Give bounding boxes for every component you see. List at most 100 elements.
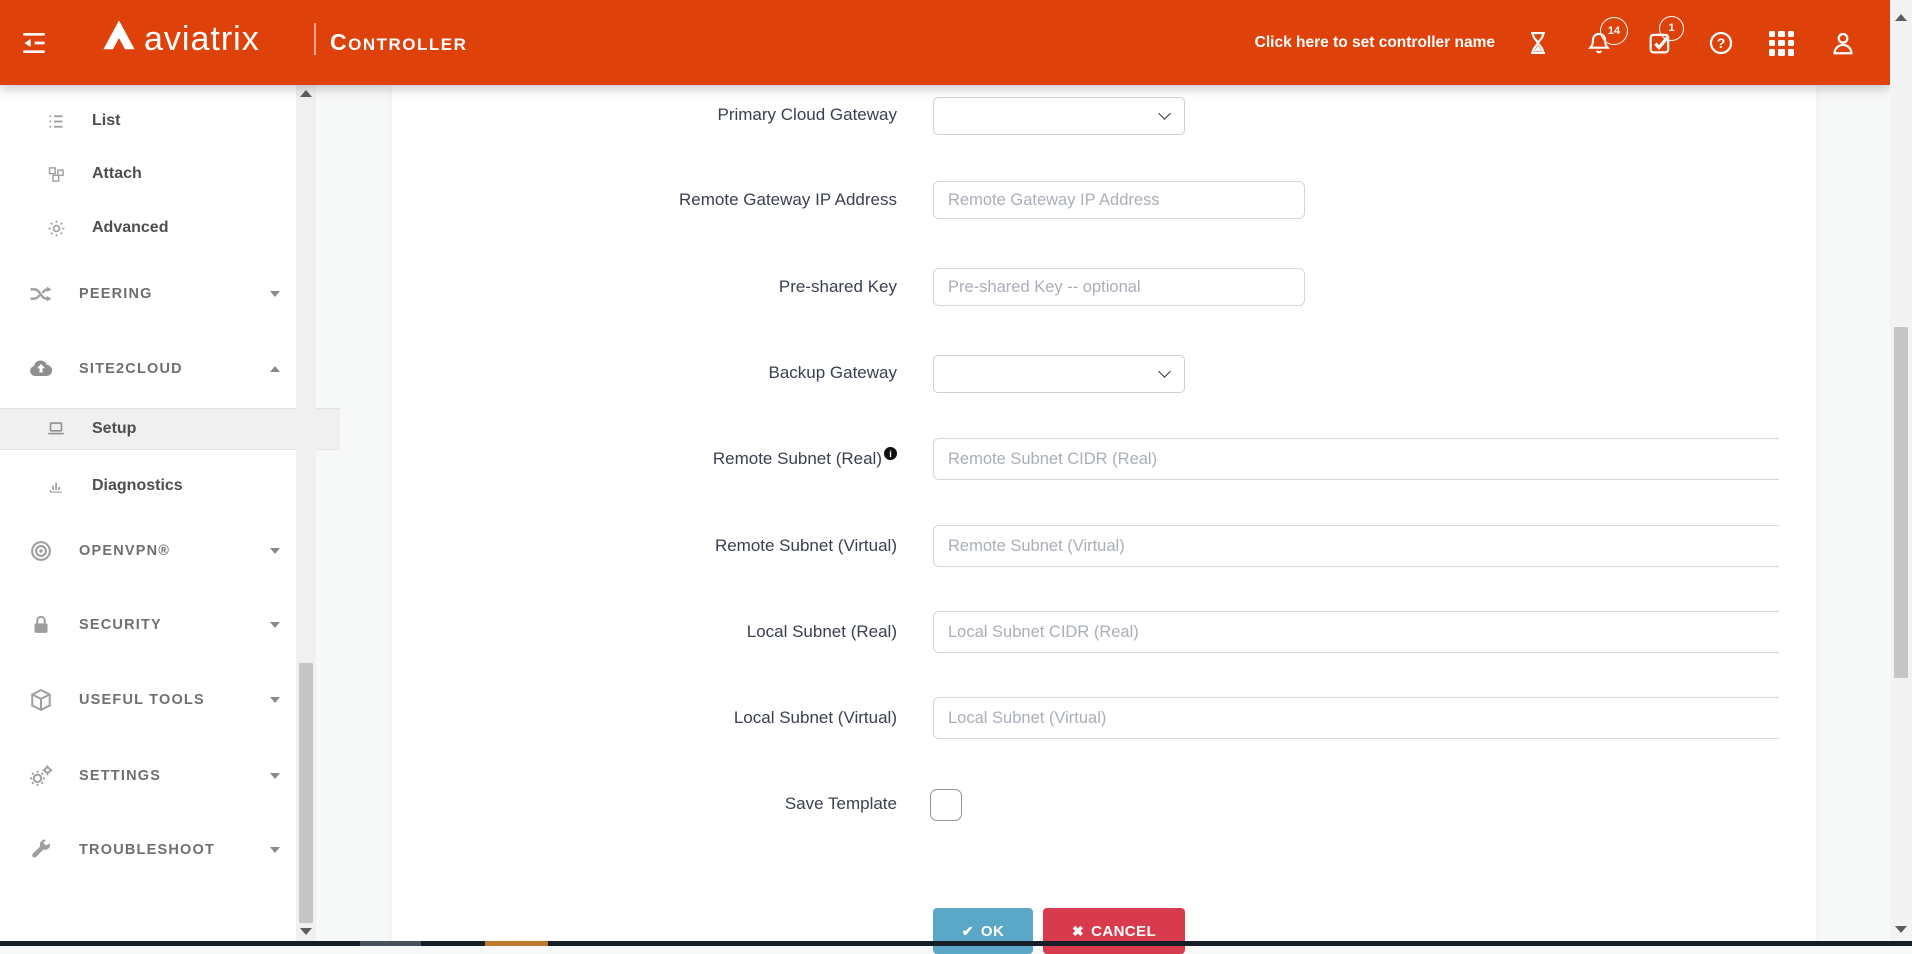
chevron-down-icon (270, 773, 280, 779)
field-label-primary-cloud-gateway: Primary Cloud Gateway (717, 105, 897, 124)
primary-cloud-gateway-select[interactable] (933, 97, 1185, 135)
sidebar-item-list[interactable]: List (0, 101, 340, 141)
svg-text:?: ? (1717, 35, 1726, 51)
site2cloud-setup-form: Primary Cloud Gateway Remote Gateway IP … (392, 85, 1816, 954)
set-controller-name-link[interactable]: Click here to set controller name (1254, 33, 1495, 51)
sidebar-item-peering[interactable]: PEERING (0, 274, 322, 314)
brand-divider (314, 23, 316, 55)
page-scrollbar-thumb[interactable] (1894, 327, 1908, 678)
remote-subnet-virtual-input[interactable] (933, 525, 1779, 567)
sidebar-item-setup[interactable]: Setup (0, 408, 340, 450)
sidebar-item-label: SITE2CLOUD (79, 361, 183, 377)
field-label-remote-subnet-virtual: Remote Subnet (Virtual) (714, 536, 897, 555)
collapse-sidebar-button[interactable] (18, 27, 50, 59)
header-icon-bar: 14 1 ? (1524, 0, 1857, 85)
local-subnet-real-input[interactable] (933, 611, 1779, 653)
pre-shared-key-input[interactable] (933, 268, 1305, 306)
chevron-down-icon (270, 697, 280, 703)
cubes-icon (44, 164, 68, 185)
field-label-text: Remote Subnet (Real) (712, 449, 882, 468)
info-icon[interactable]: i (884, 447, 897, 460)
sidebar-scrollbar-track[interactable] (296, 85, 316, 941)
sidebar-item-attach[interactable]: Attach (0, 154, 340, 194)
sidebar-item-advanced[interactable]: Advanced (0, 208, 340, 248)
sidebar-item-useful-tools[interactable]: USEFUL TOOLS (0, 680, 322, 720)
sidebar-item-openvpn[interactable]: OPENVPN® (0, 531, 322, 571)
taskbar-segment-orange (485, 941, 548, 946)
chevron-up-icon (270, 366, 280, 372)
target-icon (26, 537, 56, 565)
sidebar-item-label: Advanced (92, 219, 169, 236)
taskbar-segment-gray (360, 941, 421, 946)
sidebar-item-label: Setup (92, 420, 137, 437)
sidebar-item-label: Attach (92, 165, 142, 182)
sidebar-scroll-down-arrow[interactable] (300, 928, 312, 935)
sidebar-item-label: PEERING (79, 286, 153, 302)
sidebar-item-label: OPENVPN® (79, 543, 171, 559)
sidebar-item-label: TROUBLESHOOT (79, 842, 216, 858)
field-label-remote-gateway-ip: Remote Gateway IP Address (679, 190, 897, 209)
ok-button[interactable]: ✔ OK (933, 908, 1033, 954)
sidebar-scrollbar-thumb[interactable] (299, 663, 313, 923)
sidebar-item-security[interactable]: SECURITY (0, 605, 322, 645)
shuffle-icon (26, 280, 56, 308)
gear-icon (44, 218, 68, 239)
bar-chart-icon (44, 476, 68, 497)
cancel-button[interactable]: ✖ CANCEL (1043, 908, 1185, 954)
brand-wordmark: aviatrix (144, 20, 260, 58)
remote-subnet-real-input[interactable] (933, 438, 1779, 480)
app-header: aviatrix CONTROLLER Click here to set co… (0, 0, 1890, 85)
page-scroll-down-arrow[interactable] (1895, 926, 1907, 933)
field-label-remote-subnet-real: Remote Subnet (Real) i (392, 447, 897, 471)
notifications-bell-icon[interactable]: 14 (1585, 16, 1628, 57)
field-label-local-subnet-real: Local Subnet (Real) (746, 622, 897, 641)
sidebar-item-site2cloud[interactable]: SITE2CLOUD (0, 349, 322, 389)
field-label-local-subnet-virtual: Local Subnet (Virtual) (733, 708, 897, 727)
sidebar-item-label: USEFUL TOOLS (79, 692, 205, 708)
chevron-down-icon (270, 622, 280, 628)
cancel-button-label: CANCEL (1091, 922, 1157, 940)
field-label-save-template: Save Template (784, 794, 897, 813)
list-icon (44, 111, 68, 132)
check-icon: ✔ (961, 922, 974, 939)
tasks-check-square-icon[interactable]: 1 (1646, 15, 1684, 57)
wrench-icon (26, 837, 56, 863)
sidebar-item-label: List (92, 112, 121, 129)
cloud-upload-icon (26, 355, 56, 383)
page-scrollbar-track[interactable] (1890, 0, 1912, 941)
backup-gateway-select[interactable] (933, 355, 1185, 393)
local-subnet-virtual-input[interactable] (933, 697, 1779, 739)
page-scroll-up-arrow[interactable] (1895, 14, 1907, 21)
x-icon: ✖ (1071, 922, 1085, 939)
ok-button-label: OK (980, 922, 1005, 940)
field-label-pre-shared-key: Pre-shared Key (778, 277, 897, 296)
hourglass-icon[interactable] (1524, 29, 1552, 57)
bottom-taskbar-sliver (0, 941, 1912, 946)
notifications-badge: 14 (1600, 16, 1628, 45)
box-icon (26, 686, 56, 714)
save-template-checkbox[interactable] (930, 789, 962, 821)
collapse-menu-icon (18, 33, 50, 62)
chevron-down-icon (1158, 365, 1171, 378)
sidebar-item-label: SECURITY (79, 617, 162, 633)
sidebar-item-diagnostics[interactable]: Diagnostics (0, 466, 340, 506)
chevron-down-icon (270, 548, 280, 554)
help-icon[interactable]: ? (1707, 29, 1735, 57)
product-name: CONTROLLER (330, 29, 468, 55)
sidebar-item-label: SETTINGS (79, 768, 162, 784)
remote-gateway-ip-input[interactable] (933, 181, 1305, 219)
sidebar-item-settings[interactable]: SETTINGS (0, 756, 322, 796)
sidebar-item-label: Diagnostics (92, 477, 183, 494)
field-label-backup-gateway: Backup Gateway (768, 363, 897, 382)
sidebar-item-troubleshoot[interactable]: TROUBLESHOOT (0, 830, 322, 870)
sidebar-scroll-up-arrow[interactable] (300, 90, 312, 97)
chevron-down-icon (270, 847, 280, 853)
apps-grid-icon[interactable] (1768, 29, 1796, 57)
lock-icon (26, 612, 56, 638)
aviatrix-logo-icon (100, 16, 138, 54)
laptop-icon (44, 418, 68, 440)
chevron-down-icon (270, 291, 280, 297)
gears-icon (26, 762, 56, 790)
profile-person-icon[interactable] (1829, 29, 1857, 57)
chevron-down-icon (1158, 107, 1171, 120)
